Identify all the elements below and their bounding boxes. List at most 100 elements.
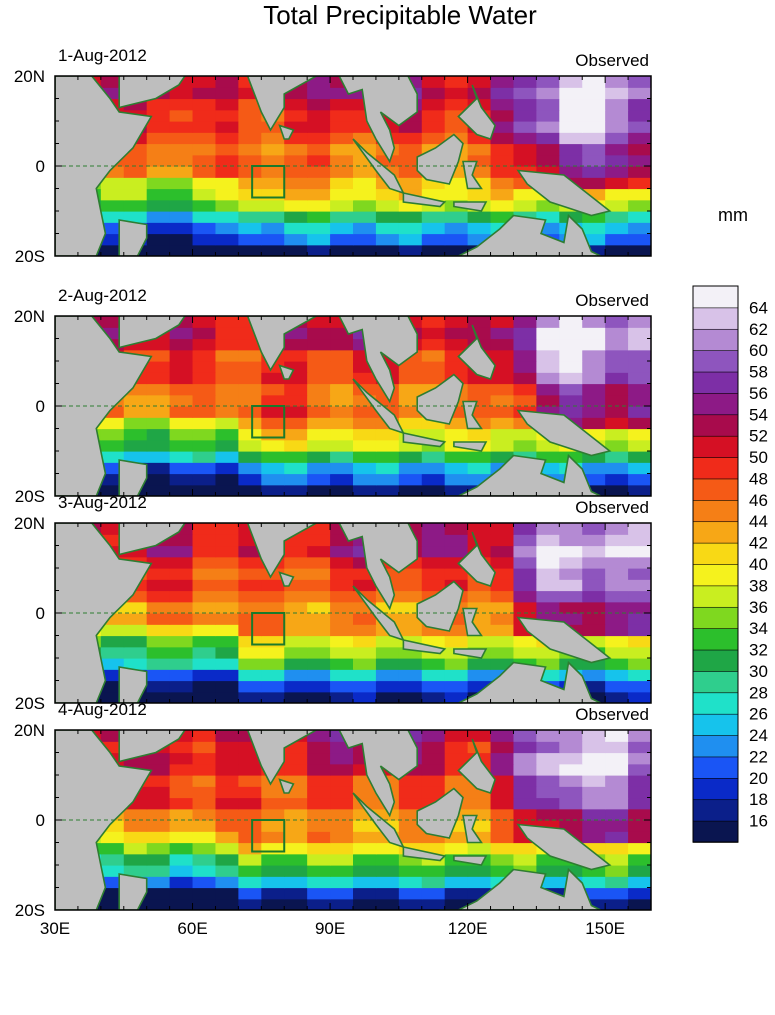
tpw-cell xyxy=(123,451,148,463)
tpw-cell xyxy=(215,462,239,475)
tpw-cell xyxy=(582,143,606,156)
tpw-cell xyxy=(146,188,171,201)
tpw-cell xyxy=(330,590,354,603)
tpw-cell xyxy=(238,109,262,122)
tpw-cell xyxy=(192,691,217,703)
tpw-cell xyxy=(605,484,629,496)
tpw-cell xyxy=(375,484,400,496)
land-polygon xyxy=(118,873,148,910)
tpw-cell xyxy=(330,372,354,385)
tpw-cell xyxy=(146,121,171,133)
tpw-cell xyxy=(192,451,217,463)
colorbar-label: 28 xyxy=(749,683,768,702)
tpw-cell xyxy=(353,211,377,223)
tpw-cell xyxy=(628,143,651,156)
tpw-cell xyxy=(444,831,469,844)
tpw-cell xyxy=(192,545,217,558)
tpw-cell xyxy=(169,222,194,235)
tpw-cell xyxy=(284,545,308,558)
colorbar-bin xyxy=(692,820,739,843)
tpw-cell xyxy=(192,820,217,832)
tpw-cell xyxy=(146,406,171,418)
tpw-cell xyxy=(628,752,651,765)
land-polygon xyxy=(439,213,601,256)
tpw-cell xyxy=(398,177,423,190)
tpw-cell xyxy=(513,730,537,742)
tpw-cell xyxy=(261,166,285,178)
tpw-cell xyxy=(215,898,239,910)
tpw-cell xyxy=(353,439,377,452)
tpw-cell xyxy=(398,601,423,614)
tpw-cell xyxy=(513,132,537,145)
tpw-cell xyxy=(330,534,354,547)
tpw-cell xyxy=(605,876,629,889)
tpw-cell xyxy=(307,87,331,100)
tpw-cell xyxy=(444,349,469,362)
tpw-cell xyxy=(215,808,239,821)
tpw-cell xyxy=(559,76,583,88)
tpw-cell xyxy=(192,853,217,866)
tpw-cell xyxy=(628,406,651,418)
tpw-cell xyxy=(628,741,651,754)
tpw-cell xyxy=(192,556,217,569)
tpw-cell xyxy=(100,233,125,246)
tpw-cell xyxy=(284,741,308,754)
tpw-cell xyxy=(353,624,377,637)
tpw-cell xyxy=(330,394,354,407)
tpw-cell xyxy=(582,775,606,787)
tpw-cell xyxy=(536,98,560,111)
tpw-cell xyxy=(444,865,469,877)
tpw-cell xyxy=(490,601,515,614)
tpw-cell xyxy=(628,898,651,910)
tpw-cell xyxy=(444,545,469,558)
tpw-cell xyxy=(330,568,354,580)
tpw-cell xyxy=(490,87,515,100)
tpw-cell xyxy=(559,613,583,625)
tpw-cell xyxy=(536,383,560,396)
tpw-cell xyxy=(192,462,217,475)
tpw-cell xyxy=(353,132,377,145)
tpw-cell xyxy=(307,109,331,122)
tpw-cell xyxy=(513,143,537,156)
tpw-cell xyxy=(398,361,423,373)
tpw-cell xyxy=(490,199,515,212)
tpw-cell xyxy=(192,199,217,212)
tpw-cell xyxy=(192,98,217,111)
tpw-cell xyxy=(605,613,629,625)
tpw-cell xyxy=(536,613,560,625)
tpw-cell xyxy=(628,624,651,637)
tpw-cell xyxy=(169,646,194,659)
tpw-cell xyxy=(605,327,629,340)
tpw-cell xyxy=(467,669,492,682)
tpw-cell xyxy=(582,361,606,373)
tpw-cell xyxy=(559,534,583,547)
tpw-cell xyxy=(284,752,308,765)
tpw-cell xyxy=(628,244,651,256)
tpw-cell xyxy=(628,831,651,844)
tpw-cell xyxy=(192,730,217,742)
tpw-cell xyxy=(238,601,262,614)
tpw-cell xyxy=(375,211,400,223)
tpw-cell xyxy=(628,534,651,547)
tpw-cell xyxy=(628,579,651,592)
tpw-cell xyxy=(559,523,583,535)
tpw-cell xyxy=(582,601,606,614)
tpw-cell xyxy=(330,752,354,765)
tpw-cell xyxy=(261,786,285,799)
tpw-cell xyxy=(307,842,331,855)
tpw-cell xyxy=(192,887,217,900)
tpw-cell xyxy=(582,451,606,463)
tpw-cell xyxy=(582,327,606,340)
tpw-cell xyxy=(559,121,583,133)
tpw-cell xyxy=(238,797,262,810)
tpw-cell xyxy=(307,831,331,844)
map-panel-3: 3-Aug-2012 Observed 20N 0 20S xyxy=(14,493,652,713)
tpw-cell xyxy=(490,797,515,810)
tpw-cell xyxy=(353,786,377,799)
tpw-cell xyxy=(559,775,583,787)
tpw-cell xyxy=(605,887,629,900)
tpw-cell xyxy=(444,820,469,832)
tpw-cell xyxy=(353,635,377,648)
tpw-cell xyxy=(330,624,354,637)
